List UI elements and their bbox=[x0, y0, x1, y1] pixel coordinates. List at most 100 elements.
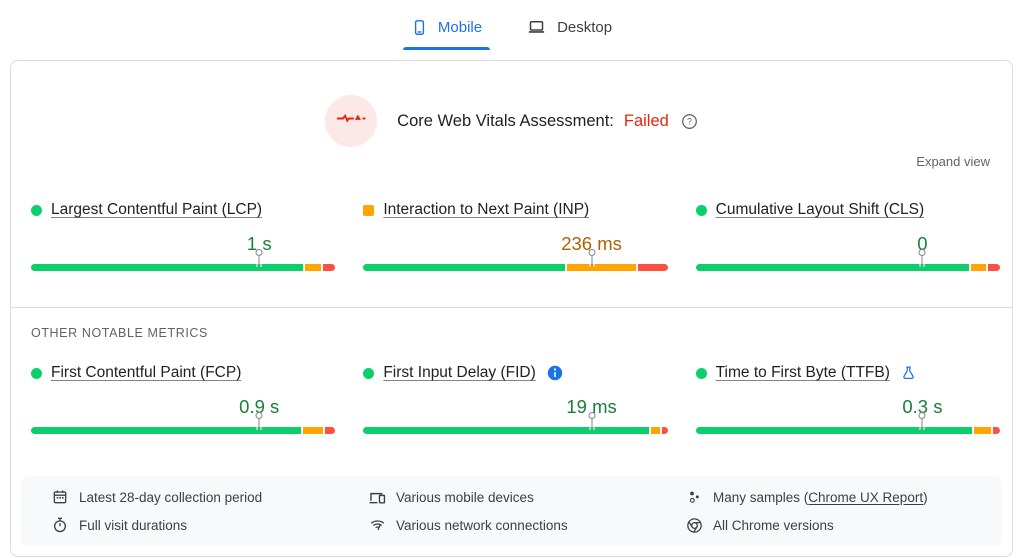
footer-item-label: Latest 28-day collection period bbox=[79, 489, 263, 505]
bar-segment-poor bbox=[324, 427, 336, 434]
svg-text:?: ? bbox=[687, 116, 692, 126]
other-metrics-label: OTHER NOTABLE METRICS bbox=[31, 326, 208, 340]
metric-value: 0.3 s bbox=[902, 396, 943, 417]
p75-marker-pin bbox=[255, 412, 263, 430]
footer-item-label: Full visit durations bbox=[79, 517, 188, 533]
core-web-vitals-grid: Largest Contentful Paint (LCP) 1 s Inter… bbox=[11, 199, 1012, 279]
section-divider bbox=[11, 307, 1012, 308]
bar-segment-needs-improvement bbox=[970, 264, 986, 271]
metric-card: Cumulative Layout Shift (CLS) 0 bbox=[695, 199, 1000, 279]
phone-icon bbox=[411, 18, 428, 37]
p75-marker-pin bbox=[918, 412, 926, 430]
bar-segment-poor bbox=[323, 264, 336, 271]
metric-distribution-bar bbox=[31, 249, 336, 271]
footer-item: All Chrome versions bbox=[685, 513, 1002, 537]
bar-segment-poor bbox=[992, 427, 1000, 434]
footer-item: Various mobile devices bbox=[368, 485, 685, 509]
bar-segment-good bbox=[31, 264, 303, 271]
stopwatch-icon bbox=[51, 517, 69, 533]
expand-view-button[interactable]: Expand view bbox=[916, 154, 990, 169]
footer-item-label: Many samples (Chrome UX Report) bbox=[713, 489, 928, 505]
tab-label: Mobile bbox=[437, 18, 483, 36]
bar-segment-needs-improvement bbox=[973, 427, 991, 434]
metric-rating-indicator bbox=[363, 367, 375, 379]
metric-rating-indicator bbox=[695, 367, 707, 379]
bar-segment-good bbox=[363, 427, 649, 434]
footer-item: Various network connections bbox=[368, 513, 685, 537]
footer-item-label: All Chrome versions bbox=[713, 517, 834, 533]
metric-value: 0.9 s bbox=[239, 396, 280, 417]
metric-value: 0 bbox=[917, 233, 928, 254]
bar-segment-poor bbox=[637, 264, 668, 271]
metric-card: Time to First Byte (TTFB) 0.3 s bbox=[695, 362, 1000, 442]
metric-rating-indicator bbox=[363, 204, 375, 216]
metric-rating-indicator bbox=[31, 204, 42, 216]
bar-segment-needs-improvement bbox=[304, 264, 322, 271]
bar-segment-good bbox=[695, 264, 969, 271]
metric-distribution-bar bbox=[695, 412, 1000, 434]
metric-distribution-bar bbox=[31, 412, 336, 434]
field-data-card: Core Web Vitals Assessment: Failed ? Exp… bbox=[10, 60, 1013, 557]
bar-segment-needs-improvement bbox=[650, 427, 660, 434]
chrome-icon bbox=[685, 517, 703, 534]
metric-link[interactable]: Largest Contentful Paint (LCP) bbox=[51, 201, 263, 218]
p75-marker-pin bbox=[588, 249, 596, 267]
metric-link[interactable]: Interaction to Next Paint (INP) bbox=[383, 201, 590, 218]
devices-icon bbox=[368, 489, 386, 506]
assessment-title-row: Core Web Vitals Assessment: Failed ? bbox=[397, 112, 698, 131]
flask-icon[interactable] bbox=[901, 365, 916, 381]
assessment-title: Core Web Vitals Assessment: bbox=[397, 111, 614, 130]
metric-card: Largest Contentful Paint (LCP) 1 s bbox=[31, 199, 336, 279]
tab-desktop[interactable]: Desktop bbox=[512, 8, 626, 50]
bar-segment-poor bbox=[987, 264, 1000, 271]
p75-marker-pin bbox=[255, 249, 263, 267]
metric-link[interactable]: Time to First Byte (TTFB) bbox=[715, 364, 890, 381]
network-icon bbox=[368, 517, 386, 533]
device-tabs: Mobile Desktop bbox=[0, 0, 1023, 50]
metric-value: 236 ms bbox=[561, 233, 622, 254]
footer-item: Many samples (Chrome UX Report) bbox=[685, 485, 1002, 509]
footer-item-label: Various network connections bbox=[396, 517, 568, 533]
bar-segment-good bbox=[363, 264, 565, 271]
metric-card: First Contentful Paint (FCP) 0.9 s bbox=[31, 362, 336, 442]
footer-item: Latest 28-day collection period bbox=[51, 485, 368, 509]
metric-value: 19 ms bbox=[566, 396, 617, 417]
collection-info-panel: Latest 28-day collection period Full visi… bbox=[21, 476, 1002, 546]
info-icon[interactable] bbox=[547, 365, 563, 381]
tab-mobile[interactable]: Mobile bbox=[397, 8, 496, 50]
metric-distribution-bar bbox=[363, 249, 668, 271]
other-metrics-grid: First Contentful Paint (FCP) 0.9 s First… bbox=[11, 362, 1012, 442]
bar-segment-poor bbox=[661, 427, 668, 434]
bar-segment-good bbox=[695, 427, 972, 434]
p75-marker-pin bbox=[918, 249, 926, 267]
calendar-icon bbox=[51, 489, 69, 505]
assessment-header: Core Web Vitals Assessment: Failed ? bbox=[11, 61, 1012, 147]
metric-link[interactable]: Cumulative Layout Shift (CLS) bbox=[715, 201, 925, 218]
laptop-icon bbox=[526, 18, 547, 36]
bar-segment-good bbox=[31, 427, 302, 434]
metric-link[interactable]: First Contentful Paint (FCP) bbox=[51, 364, 242, 381]
assessment-badge bbox=[325, 95, 378, 147]
footer-item-label: Various mobile devices bbox=[396, 489, 534, 505]
metric-value: 1 s bbox=[246, 233, 272, 254]
footer-column: Various mobile devices Various network co… bbox=[368, 485, 685, 537]
metric-distribution-bar bbox=[695, 249, 1000, 271]
bar-segment-needs-improvement bbox=[303, 427, 323, 434]
metric-link[interactable]: First Input Delay (FID) bbox=[383, 364, 536, 381]
expand-view-row: Expand view bbox=[11, 153, 1012, 171]
p75-marker-pin bbox=[588, 412, 596, 430]
metric-rating-indicator bbox=[695, 204, 707, 216]
metric-card: First Input Delay (FID) 19 ms bbox=[363, 362, 668, 442]
pulse-icon bbox=[336, 110, 366, 132]
footer-column: Latest 28-day collection period Full visi… bbox=[51, 485, 368, 537]
footer-column: Many samples (Chrome UX Report) All Chrom… bbox=[685, 485, 1002, 537]
metric-card: Interaction to Next Paint (INP) 236 ms bbox=[363, 199, 668, 279]
tab-label: Desktop bbox=[557, 18, 613, 36]
help-icon[interactable]: ? bbox=[681, 113, 698, 130]
samples-icon bbox=[685, 490, 703, 505]
bar-segment-needs-improvement bbox=[566, 264, 636, 271]
assessment-status: Failed bbox=[623, 111, 669, 130]
footer-item: Full visit durations bbox=[51, 513, 368, 537]
metric-distribution-bar bbox=[363, 412, 668, 434]
chrome-ux-report-link[interactable]: Chrome UX Report bbox=[808, 489, 924, 505]
